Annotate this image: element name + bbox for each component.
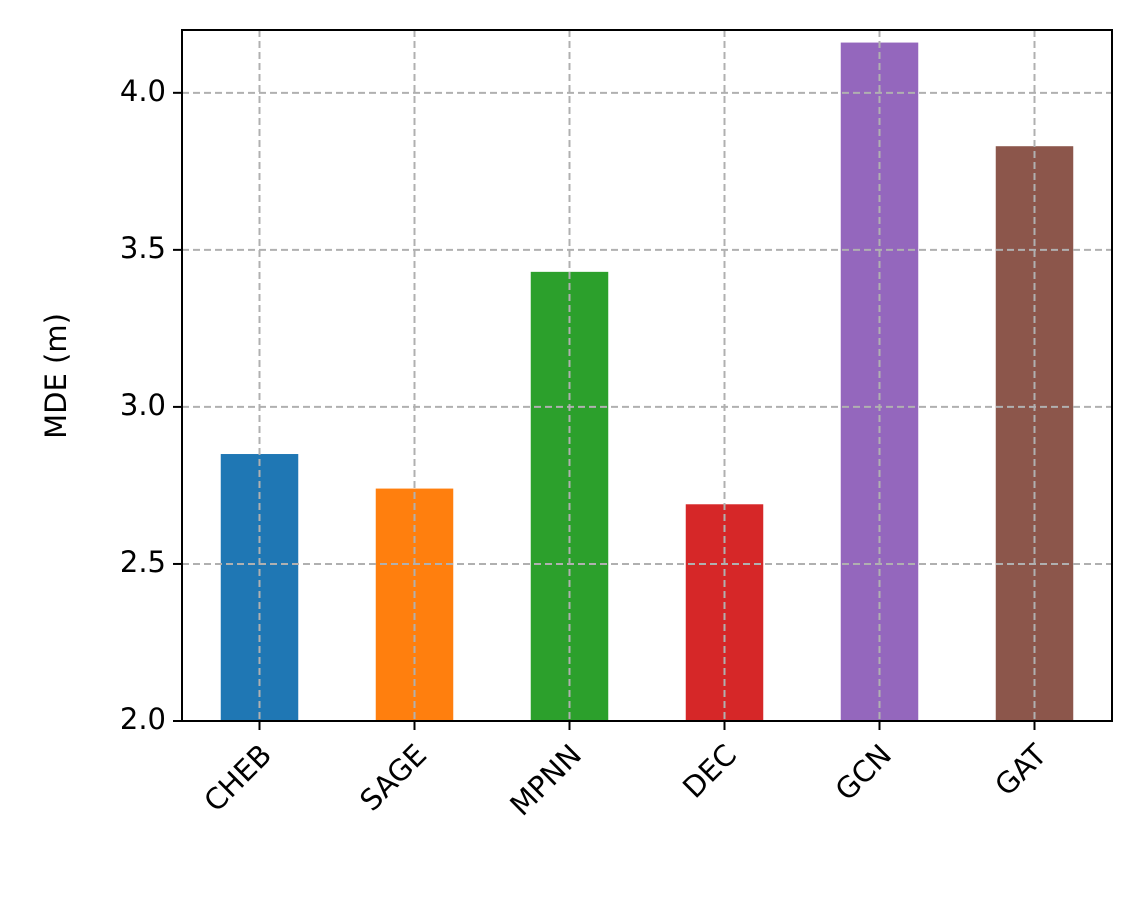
x-tick-label: GAT xyxy=(988,737,1053,802)
plot-frame xyxy=(181,29,1113,722)
x-tick-label: CHEB xyxy=(197,738,278,819)
y-axis-label: MDE (m) xyxy=(39,313,73,439)
x-tick-label: DEC xyxy=(676,738,743,805)
x-tick-label: MPNN xyxy=(503,738,588,823)
y-tick-label: 3.0 xyxy=(120,388,166,422)
x-tick-label: GCN xyxy=(829,738,899,808)
y-tick-label: 4.0 xyxy=(120,74,166,108)
y-tick-label: 3.5 xyxy=(120,231,166,265)
y-tick-label: 2.5 xyxy=(120,545,166,579)
y-tick-label: 2.0 xyxy=(120,702,166,736)
x-tick-label: SAGE xyxy=(353,738,433,818)
